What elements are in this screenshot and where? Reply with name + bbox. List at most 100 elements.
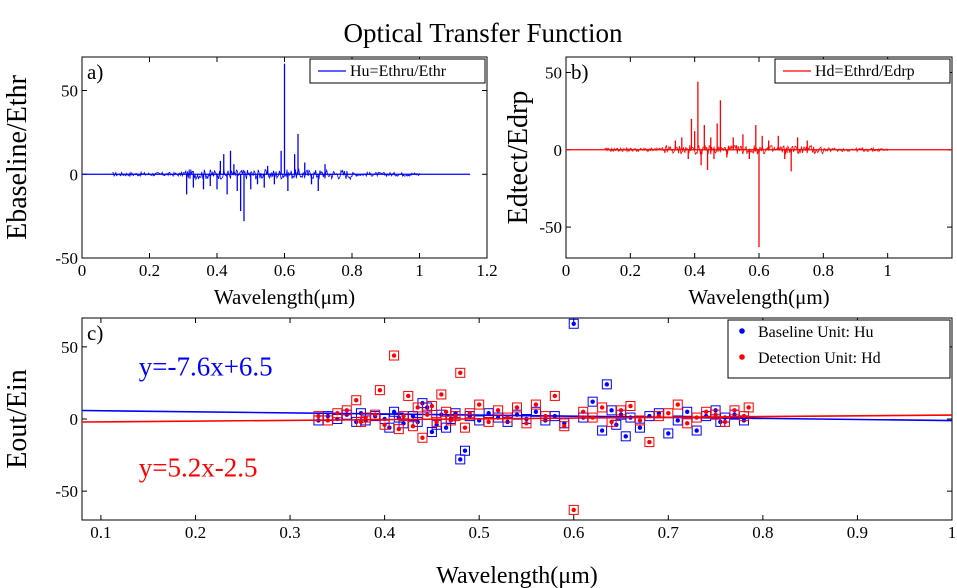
legend-entry: Hu=Ethru/Ethr — [350, 63, 447, 80]
panel-label: b) — [571, 60, 589, 84]
scatter-point — [599, 405, 605, 410]
scatter-point-box — [521, 418, 532, 429]
scatter-point-box — [379, 419, 390, 430]
x-axis-label: Wavelength(μm) — [214, 285, 355, 309]
scatter-point-box — [663, 408, 674, 419]
scatter-point-box — [672, 399, 683, 410]
x-tick-label: 0.1 — [90, 523, 111, 542]
scatter-point — [746, 405, 751, 410]
scatter-point — [382, 422, 387, 427]
signal-noise — [112, 168, 420, 181]
scatter-point — [552, 393, 558, 399]
scatter-point — [694, 415, 699, 420]
scatter-point — [703, 409, 709, 414]
x-tick-label: 0.8 — [341, 261, 362, 280]
scatter-point-box — [483, 416, 494, 427]
legend-marker — [739, 328, 745, 334]
x-tick-label: 0.8 — [752, 523, 773, 542]
panel-c: 0.1 0.2 0.3 0.4 0.5 0.6 0.7 0.8 0.9 1 -50 0 50 Wavele… — [2, 317, 956, 588]
x-tick-label: 0.3 — [279, 523, 300, 542]
scatter-point-box — [412, 402, 423, 413]
scatter-point — [514, 412, 520, 417]
scatter-point-box — [322, 415, 333, 426]
scatter-point — [354, 398, 359, 403]
scatter-point — [410, 424, 416, 429]
scatter-point-box — [691, 412, 702, 423]
scatter-point — [363, 415, 368, 420]
scatter-point-box — [620, 431, 631, 442]
x-tick-label: 0.4 — [684, 261, 706, 280]
scatter-point — [618, 408, 624, 413]
scatter-point-box — [634, 415, 645, 426]
x-tick-label: 0.9 — [847, 523, 868, 542]
scatter-point-box — [663, 428, 674, 439]
scatter-point-box — [455, 367, 466, 378]
scatter-point-box — [559, 421, 570, 432]
scatter-point — [685, 409, 690, 414]
y-tick-label: -50 — [55, 482, 78, 501]
scatter-point-box — [459, 422, 470, 433]
scatter-point — [458, 370, 463, 376]
scatter-point-box — [720, 416, 731, 427]
scatter-point — [316, 413, 321, 419]
x-tick-label: 0 — [78, 261, 87, 280]
scatter-point-box — [597, 425, 608, 436]
scatter-point-box — [389, 350, 400, 361]
scatter-point — [562, 424, 567, 429]
scatter-point — [344, 408, 349, 413]
x-tick-label: 0.6 — [274, 261, 295, 280]
scatter-point-box — [370, 409, 381, 420]
scatter-point-box — [743, 402, 754, 413]
scatter-point — [599, 428, 605, 433]
scatter-point — [741, 413, 747, 419]
scatter-point-box — [341, 405, 352, 416]
scatter-point-box — [597, 402, 608, 413]
y-tick-label: -50 — [539, 218, 562, 237]
scatter-point — [476, 402, 482, 407]
legend-marker — [739, 354, 745, 360]
scatter-point — [434, 419, 439, 425]
scatter-point-box — [606, 416, 617, 427]
scatter-point — [458, 457, 463, 462]
panel-label: a) — [87, 60, 103, 84]
scatter-point — [571, 321, 576, 326]
scatter-point — [533, 402, 539, 407]
scatter-point — [424, 412, 430, 417]
scatter-point — [401, 413, 406, 419]
legend-entry: Baseline Unit: Hu — [758, 324, 874, 341]
scatter-point — [391, 353, 397, 358]
scatter-point-box — [540, 411, 551, 422]
scatter-point — [685, 421, 690, 426]
scatter-point-box — [512, 402, 522, 413]
scatter-point-box — [549, 390, 560, 401]
scatter-point — [732, 408, 737, 413]
scatter-point-box — [644, 437, 655, 448]
scatter-point-box — [374, 385, 385, 396]
scatter-point — [637, 418, 643, 423]
x-tick-label: 1 — [883, 261, 892, 280]
scatter-point-box — [398, 411, 409, 422]
scatter-point — [580, 409, 586, 414]
scatter-point-box — [710, 409, 721, 420]
legend-entry: Hd=Ethrd/Edrp — [815, 63, 915, 80]
y-tick-label: 50 — [545, 63, 562, 82]
scatter-point-box — [459, 445, 470, 456]
x-tick-label: 0.4 — [206, 261, 228, 280]
scatter-point-box — [450, 411, 461, 422]
scatter-point — [462, 448, 468, 453]
x-tick-label: 0.8 — [813, 261, 834, 280]
scatter-point — [335, 411, 340, 416]
scatter-point-box — [587, 412, 598, 423]
figure-title: Optical Transfer Function — [344, 18, 623, 48]
y-axis-label: Edtect/Edrp — [503, 91, 534, 225]
scatter-point — [647, 439, 652, 445]
scatter-point — [420, 435, 425, 440]
scatter-point-box — [417, 432, 428, 443]
scatter-point — [495, 408, 501, 413]
y-tick-label: -50 — [55, 249, 78, 268]
x-tick-label: 0.2 — [139, 261, 160, 280]
legend: Baseline Unit: Hu Detection Unit: Hd — [727, 319, 951, 379]
scatter-point-box — [568, 318, 579, 329]
legend: Hu=Ethru/Ethr — [309, 58, 486, 84]
scatter-point-box — [502, 412, 513, 423]
